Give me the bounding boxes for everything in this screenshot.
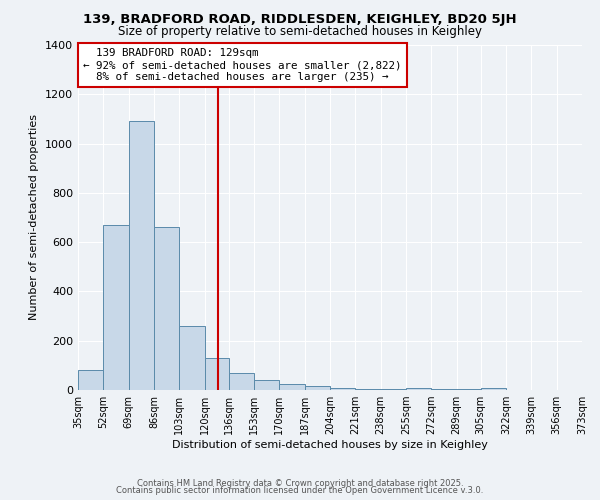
- Bar: [179, 326, 205, 390]
- Bar: [78, 370, 103, 390]
- Bar: [254, 380, 280, 390]
- Bar: [103, 225, 128, 390]
- Bar: [305, 386, 330, 390]
- Bar: [330, 388, 355, 390]
- Bar: [406, 388, 431, 390]
- Bar: [431, 389, 457, 390]
- Bar: [128, 122, 154, 390]
- Text: Size of property relative to semi-detached houses in Keighley: Size of property relative to semi-detach…: [118, 25, 482, 38]
- Bar: [280, 384, 305, 390]
- Text: Contains public sector information licensed under the Open Government Licence v.: Contains public sector information licen…: [116, 486, 484, 495]
- Y-axis label: Number of semi-detached properties: Number of semi-detached properties: [29, 114, 40, 320]
- Text: 139 BRADFORD ROAD: 129sqm
← 92% of semi-detached houses are smaller (2,822)
  8%: 139 BRADFORD ROAD: 129sqm ← 92% of semi-…: [83, 48, 401, 82]
- Bar: [481, 388, 506, 390]
- X-axis label: Distribution of semi-detached houses by size in Keighley: Distribution of semi-detached houses by …: [172, 440, 488, 450]
- Bar: [229, 373, 254, 390]
- Bar: [205, 358, 229, 390]
- Bar: [154, 228, 179, 390]
- Text: 139, BRADFORD ROAD, RIDDLESDEN, KEIGHLEY, BD20 5JH: 139, BRADFORD ROAD, RIDDLESDEN, KEIGHLEY…: [83, 12, 517, 26]
- Text: Contains HM Land Registry data © Crown copyright and database right 2025.: Contains HM Land Registry data © Crown c…: [137, 478, 463, 488]
- Bar: [355, 389, 380, 390]
